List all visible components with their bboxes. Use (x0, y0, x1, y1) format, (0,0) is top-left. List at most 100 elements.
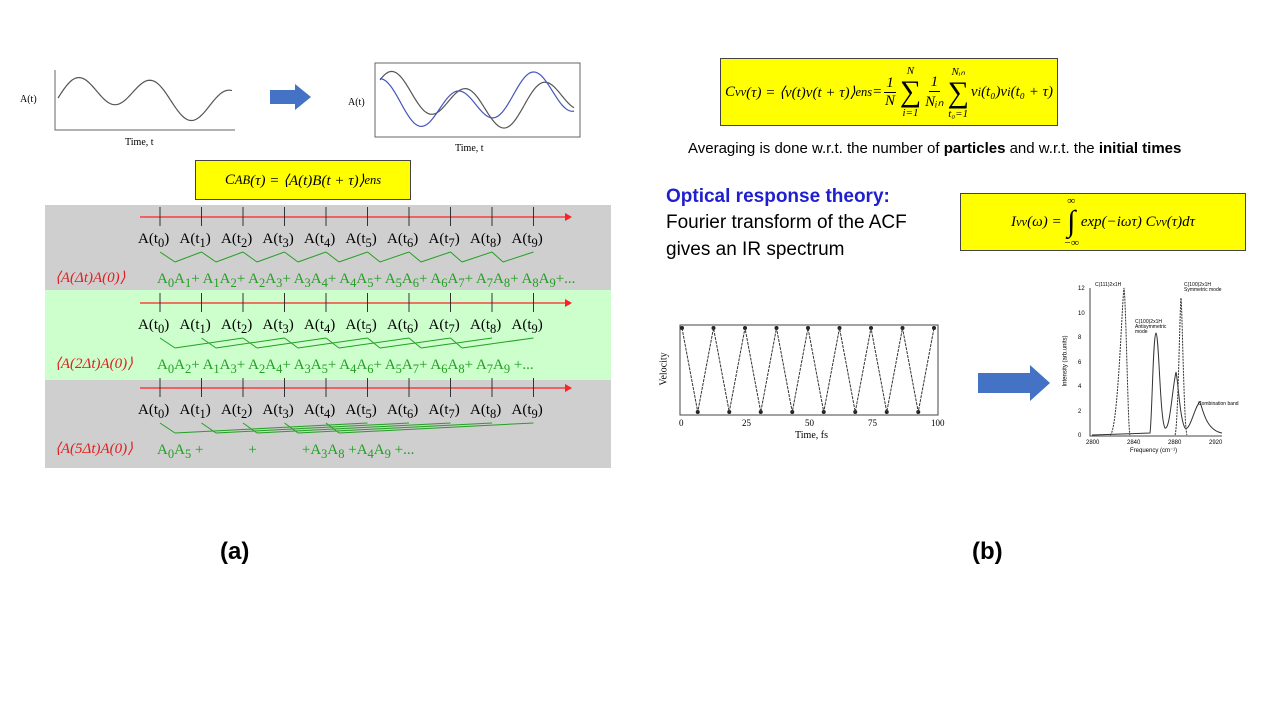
subscript: 5 (321, 362, 328, 376)
text: A(t (428, 317, 449, 333)
caption: (a) (220, 538, 250, 565)
subscript: 6 (441, 362, 448, 376)
subscript: 0 (167, 362, 175, 376)
text: A(t (304, 231, 324, 247)
lower-limit: t₀=1 (948, 107, 969, 120)
arrow-head (565, 213, 572, 221)
text: + A (191, 357, 214, 373)
text: ) (413, 317, 419, 333)
text: A (493, 271, 504, 287)
pair-line (256, 251, 285, 263)
pair-line (256, 422, 451, 434)
pair-line (338, 422, 534, 434)
subscript: 7 (486, 276, 494, 290)
subscript: 2 (230, 276, 237, 290)
text: +... (390, 442, 415, 458)
time-point: A(t0) (138, 318, 169, 336)
text: ) (205, 231, 211, 247)
text: A(t (262, 231, 283, 247)
subscript: 7 (458, 276, 465, 290)
subscript: 0 (158, 236, 165, 250)
subscript: 0 (158, 322, 165, 336)
text: ) (454, 317, 460, 333)
subscript: 8 (458, 362, 465, 376)
text: ) (496, 402, 502, 418)
text: A(t (221, 317, 241, 333)
text: A(t (387, 231, 407, 247)
text: ) (371, 402, 377, 418)
text: + A (419, 357, 442, 373)
annotation: C(100)2x1H Antisymmetric mode (1135, 319, 1167, 335)
y-axis-label: A(t) (348, 97, 365, 108)
time-point: A(t7) (429, 318, 460, 336)
pair-line (461, 337, 534, 349)
text: A (401, 271, 413, 287)
pair-line (325, 337, 340, 349)
pair-line (242, 422, 258, 434)
text: A (493, 357, 504, 373)
subscript: 3 (282, 322, 289, 336)
text: A(t (262, 402, 283, 418)
text: A(t (304, 317, 324, 333)
text: +... (555, 271, 576, 287)
axes (679, 324, 939, 416)
row-label: ⟨A(Δt)A(0)⟩ (55, 270, 126, 286)
subscript: 2 (258, 276, 266, 290)
subscript: 4 (350, 362, 357, 376)
subscript: 3 (304, 362, 311, 376)
x-tick-label: 2840 (1127, 440, 1141, 446)
time-point: A(t4) (304, 318, 335, 336)
arrow-head (565, 299, 572, 307)
x-tick-label: 2880 (1168, 440, 1182, 446)
y-tick-label: 4 (1078, 384, 1082, 390)
subscript: 6 (367, 362, 374, 376)
subscript: 0 (167, 447, 175, 461)
text: ) (288, 317, 294, 333)
pair-line (159, 251, 176, 263)
time-point: A(t7) (429, 232, 460, 250)
subscript: AB (234, 172, 251, 187)
text: ) (371, 231, 377, 247)
text: A(t (428, 231, 449, 247)
text: ) (496, 231, 502, 247)
text: A(t (221, 402, 241, 418)
spectrum-curve (1174, 296, 1188, 436)
text: C (725, 83, 736, 100)
text: + A (282, 357, 305, 373)
subscript: 1 (213, 362, 220, 376)
subscript: 1 (199, 236, 206, 250)
pair-line (297, 422, 493, 434)
text: A(t (262, 317, 283, 333)
subscript: 9 (531, 407, 538, 421)
pair-line (461, 251, 493, 263)
text: A(t (345, 231, 366, 247)
text: ) (454, 402, 460, 418)
y-tick-label: 6 (1078, 359, 1082, 366)
spectrum-curve (1109, 287, 1131, 436)
text: + A (327, 357, 351, 373)
subscript: 4 (367, 447, 374, 461)
text: A(t (179, 231, 200, 247)
pair-line (502, 251, 534, 263)
time-point: A(t2) (221, 403, 252, 421)
text: ) (330, 402, 336, 418)
axes (374, 62, 581, 138)
subscript: 5 (395, 276, 402, 290)
text: ) (537, 402, 543, 418)
subscript: 6 (407, 407, 414, 421)
text: ) (247, 402, 253, 418)
formula-box: C AB (τ) = ⟨A(t)B(t + τ)⟩ ens (195, 160, 411, 200)
time-point: A(t8) (470, 403, 501, 421)
text: + A (236, 357, 259, 373)
x-tick-label: 50 (805, 418, 814, 428)
text: ) (454, 231, 460, 247)
text: A (310, 357, 322, 373)
text: v (970, 83, 978, 100)
x-tick-label: 0 (679, 418, 684, 428)
text: A (219, 357, 231, 373)
text: + A (464, 271, 487, 287)
text: + A (419, 271, 442, 287)
pair-line (338, 251, 368, 263)
text: ) (330, 231, 336, 247)
